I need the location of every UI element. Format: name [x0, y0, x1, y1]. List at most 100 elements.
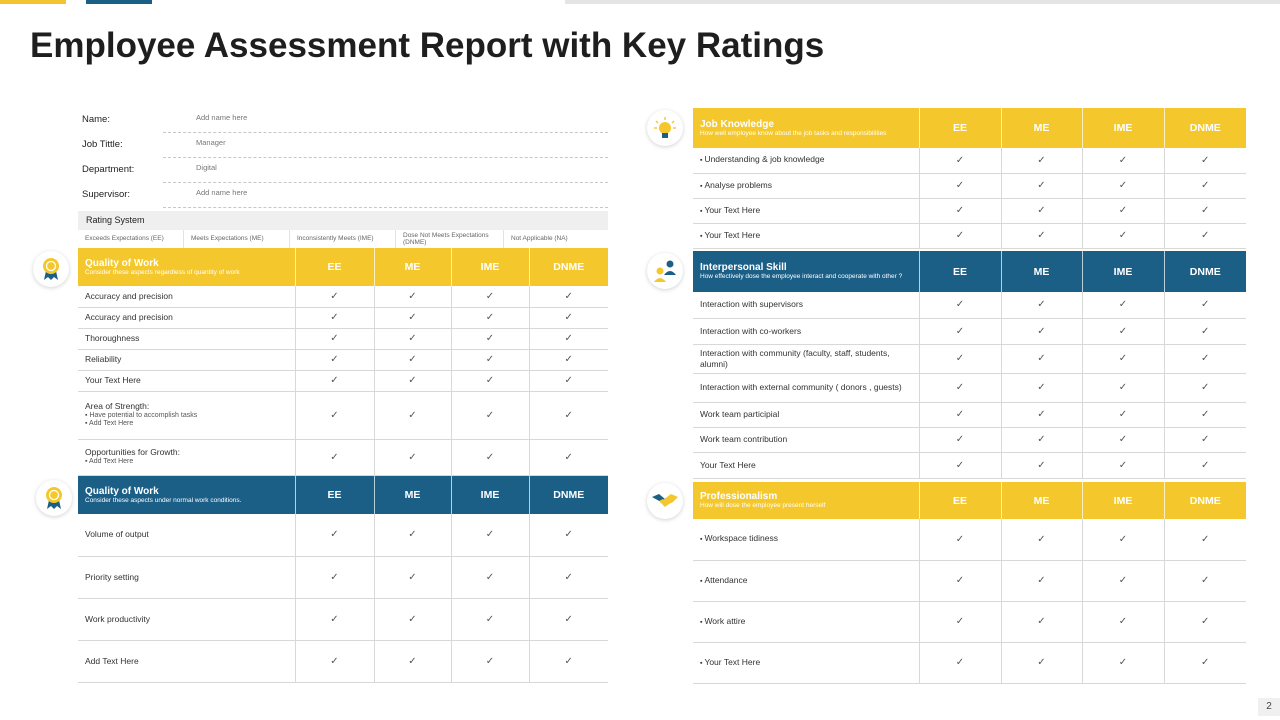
check-cell[interactable]: ✓: [373, 349, 451, 371]
check-cell[interactable]: ✓: [918, 148, 1001, 174]
check-cell[interactable]: ✓: [1081, 148, 1164, 174]
check-cell[interactable]: ✓: [1081, 427, 1164, 453]
check-cell[interactable]: ✓: [918, 344, 1001, 374]
check-cell[interactable]: ✓: [918, 601, 1001, 643]
check-cell[interactable]: ✓: [450, 439, 529, 476]
check-cell[interactable]: ✓: [528, 640, 608, 683]
check-cell[interactable]: ✓: [1000, 452, 1082, 479]
check-cell[interactable]: ✓: [1081, 318, 1164, 345]
check-cell[interactable]: ✓: [450, 514, 529, 557]
check-cell[interactable]: ✓: [373, 598, 451, 641]
check-cell[interactable]: ✓: [373, 286, 451, 308]
check-cell[interactable]: ✓: [373, 391, 451, 440]
check-cell[interactable]: ✓: [1000, 519, 1082, 561]
check-cell[interactable]: ✓: [1000, 198, 1082, 224]
check-cell[interactable]: ✓: [1000, 402, 1082, 428]
check-cell[interactable]: ✓: [1000, 292, 1082, 319]
check-cell[interactable]: ✓: [1163, 452, 1246, 479]
check-cell[interactable]: ✓: [450, 370, 529, 392]
check-cell[interactable]: ✓: [450, 328, 529, 350]
check-cell[interactable]: ✓: [1081, 642, 1164, 684]
check-cell[interactable]: ✓: [373, 370, 451, 392]
check-cell[interactable]: ✓: [528, 307, 608, 329]
check-cell[interactable]: ✓: [1000, 344, 1082, 374]
check-cell[interactable]: ✓: [918, 373, 1001, 403]
check-cell[interactable]: ✓: [1000, 560, 1082, 602]
check-cell[interactable]: ✓: [918, 402, 1001, 428]
check-cell[interactable]: ✓: [450, 556, 529, 599]
check-cell[interactable]: ✓: [450, 349, 529, 371]
check-cell[interactable]: ✓: [450, 391, 529, 440]
check-cell[interactable]: ✓: [528, 514, 608, 557]
check-cell[interactable]: ✓: [1163, 560, 1246, 602]
check-cell[interactable]: ✓: [1000, 318, 1082, 345]
check-cell[interactable]: ✓: [450, 286, 529, 308]
check-cell[interactable]: ✓: [1000, 601, 1082, 643]
check-cell[interactable]: ✓: [1163, 373, 1246, 403]
check-cell[interactable]: ✓: [1081, 402, 1164, 428]
check-cell[interactable]: ✓: [1081, 601, 1164, 643]
check-cell[interactable]: ✓: [528, 391, 608, 440]
supervisor-field[interactable]: Add name here: [163, 183, 608, 208]
check-cell[interactable]: ✓: [1000, 642, 1082, 684]
check-cell[interactable]: ✓: [918, 223, 1001, 249]
check-cell[interactable]: ✓: [528, 598, 608, 641]
check-cell[interactable]: ✓: [1163, 198, 1246, 224]
check-cell[interactable]: ✓: [1000, 223, 1082, 249]
check-cell[interactable]: ✓: [1163, 223, 1246, 249]
check-cell[interactable]: ✓: [294, 391, 374, 440]
check-cell[interactable]: ✓: [1163, 519, 1246, 561]
check-cell[interactable]: ✓: [294, 640, 374, 683]
check-cell[interactable]: ✓: [373, 328, 451, 350]
check-cell[interactable]: ✓: [1163, 292, 1246, 319]
check-cell[interactable]: ✓: [1000, 148, 1082, 174]
check-cell[interactable]: ✓: [1081, 452, 1164, 479]
check-cell[interactable]: ✓: [1163, 344, 1246, 374]
check-cell[interactable]: ✓: [528, 286, 608, 308]
check-cell[interactable]: ✓: [294, 370, 374, 392]
check-cell[interactable]: ✓: [1081, 173, 1164, 199]
check-cell[interactable]: ✓: [918, 519, 1001, 561]
check-cell[interactable]: ✓: [373, 439, 451, 476]
check-cell[interactable]: ✓: [528, 556, 608, 599]
check-cell[interactable]: ✓: [450, 307, 529, 329]
check-cell[interactable]: ✓: [294, 514, 374, 557]
check-cell[interactable]: ✓: [373, 307, 451, 329]
check-cell[interactable]: ✓: [373, 640, 451, 683]
check-cell[interactable]: ✓: [373, 514, 451, 557]
check-cell[interactable]: ✓: [294, 598, 374, 641]
check-cell[interactable]: ✓: [1081, 292, 1164, 319]
check-cell[interactable]: ✓: [294, 439, 374, 476]
name-field[interactable]: Add name here: [163, 108, 608, 133]
check-cell[interactable]: ✓: [294, 349, 374, 371]
check-cell[interactable]: ✓: [1163, 427, 1246, 453]
check-cell[interactable]: ✓: [1081, 223, 1164, 249]
check-cell[interactable]: ✓: [1081, 344, 1164, 374]
check-cell[interactable]: ✓: [528, 439, 608, 476]
check-cell[interactable]: ✓: [1163, 402, 1246, 428]
check-cell[interactable]: ✓: [918, 173, 1001, 199]
check-cell[interactable]: ✓: [1081, 373, 1164, 403]
check-cell[interactable]: ✓: [1163, 642, 1246, 684]
check-cell[interactable]: ✓: [373, 556, 451, 599]
check-cell[interactable]: ✓: [294, 307, 374, 329]
check-cell[interactable]: ✓: [294, 556, 374, 599]
check-cell[interactable]: ✓: [450, 640, 529, 683]
check-cell[interactable]: ✓: [1163, 173, 1246, 199]
check-cell[interactable]: ✓: [1081, 198, 1164, 224]
department-field[interactable]: Digital: [163, 158, 608, 183]
check-cell[interactable]: ✓: [1163, 318, 1246, 345]
check-cell[interactable]: ✓: [528, 349, 608, 371]
check-cell[interactable]: ✓: [1081, 519, 1164, 561]
check-cell[interactable]: ✓: [918, 560, 1001, 602]
check-cell[interactable]: ✓: [1163, 148, 1246, 174]
check-cell[interactable]: ✓: [1081, 560, 1164, 602]
check-cell[interactable]: ✓: [528, 370, 608, 392]
check-cell[interactable]: ✓: [528, 328, 608, 350]
check-cell[interactable]: ✓: [1163, 601, 1246, 643]
check-cell[interactable]: ✓: [1000, 427, 1082, 453]
check-cell[interactable]: ✓: [918, 198, 1001, 224]
check-cell[interactable]: ✓: [294, 328, 374, 350]
check-cell[interactable]: ✓: [918, 427, 1001, 453]
check-cell[interactable]: ✓: [918, 318, 1001, 345]
